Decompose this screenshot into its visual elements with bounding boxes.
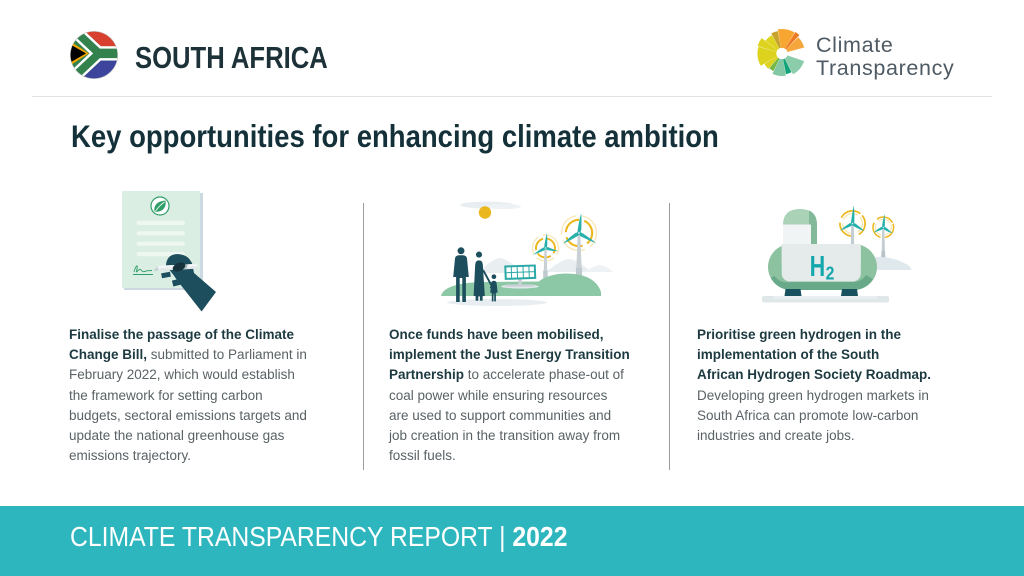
svg-text:2: 2 xyxy=(826,263,835,284)
svg-text:H: H xyxy=(810,251,825,283)
